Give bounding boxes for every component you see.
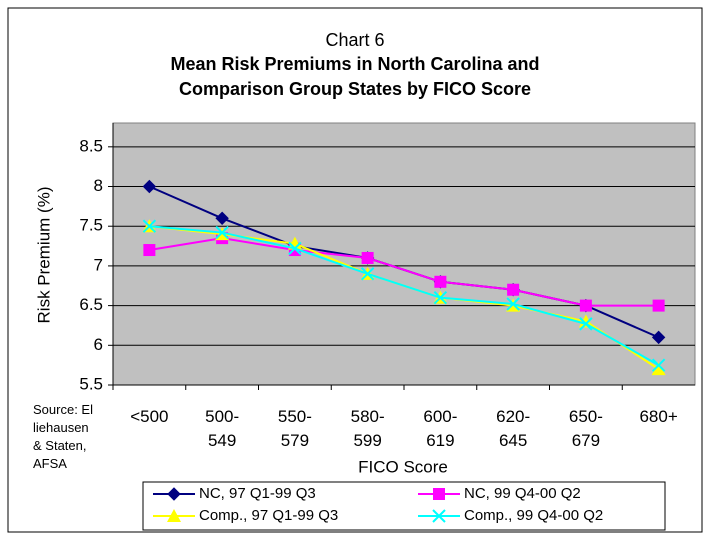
marker-stroke xyxy=(433,290,448,305)
y-tick-label: 7.5 xyxy=(79,216,103,235)
marker xyxy=(651,330,666,345)
marker xyxy=(143,244,156,257)
marker xyxy=(361,251,374,264)
y-tick-label: 7 xyxy=(94,255,103,274)
marker xyxy=(434,275,447,288)
marker xyxy=(215,211,229,225)
chart-subtitle: Mean Risk Premiums in North Carolina and… xyxy=(170,54,540,99)
source-note: Source: Elliehausen & Staten, AFSA xyxy=(33,402,93,471)
plot-area xyxy=(112,122,696,386)
marker-stroke xyxy=(506,297,520,311)
marker xyxy=(579,299,592,312)
x-tick-label: 620- 645 xyxy=(496,407,531,450)
series-line xyxy=(149,237,659,307)
x-tick-label: 580- 599 xyxy=(350,407,385,450)
marker xyxy=(579,317,593,331)
marker xyxy=(433,488,445,500)
y-tick-label: 8 xyxy=(94,176,103,195)
x-tick-label: 550- 579 xyxy=(277,407,312,450)
y-tick-label: 8.5 xyxy=(79,136,103,155)
marker xyxy=(578,314,593,328)
marker xyxy=(167,487,181,501)
legend-box xyxy=(142,481,666,531)
marker xyxy=(360,267,375,281)
x-tick-label: <500 xyxy=(130,407,169,426)
marker xyxy=(288,241,302,256)
x-axis-title: FICO Score xyxy=(358,457,448,476)
marker-stroke xyxy=(360,267,375,281)
marker xyxy=(432,509,446,523)
marker xyxy=(142,179,157,194)
marker xyxy=(287,236,302,250)
marker xyxy=(506,297,520,311)
x-tick-label: 650- 679 xyxy=(568,407,603,450)
marker-stroke xyxy=(579,317,593,331)
chart-title: Chart 6 xyxy=(325,30,385,50)
legend-label: NC, 97 Q1-99 Q3 xyxy=(199,485,316,502)
marker-stroke xyxy=(432,509,446,523)
x-tick-label: 500- 549 xyxy=(205,407,240,450)
legend-label: Comp., 97 Q1-99 Q3 xyxy=(199,507,338,524)
marker xyxy=(433,290,448,305)
marker xyxy=(507,283,520,296)
x-tick-label: 600- 619 xyxy=(423,407,458,450)
marker xyxy=(142,219,157,233)
marker-stroke xyxy=(651,358,666,372)
y-tick-label: 6.5 xyxy=(79,295,103,314)
marker xyxy=(651,358,666,372)
series-line xyxy=(149,225,660,367)
y-tick-label: 5.5 xyxy=(79,374,103,393)
legend-label: NC, 99 Q4-00 Q2 xyxy=(464,485,581,502)
y-axis-title: Risk Premium (%) xyxy=(34,187,53,324)
legend-label: Comp., 99 Q4-00 Q2 xyxy=(464,507,603,524)
marker-stroke xyxy=(142,219,157,233)
marker-stroke xyxy=(288,241,302,256)
marker xyxy=(215,225,229,240)
x-tick-label: 680+ xyxy=(639,407,678,426)
marker xyxy=(167,509,181,522)
marker xyxy=(652,299,665,312)
marker xyxy=(651,362,666,376)
marker-stroke xyxy=(215,225,229,240)
y-tick-label: 6 xyxy=(94,335,103,354)
